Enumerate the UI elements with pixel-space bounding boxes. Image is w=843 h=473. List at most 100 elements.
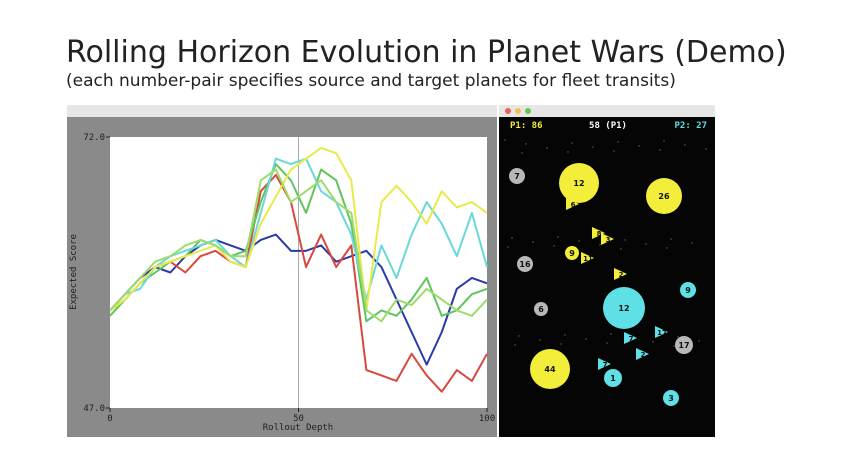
slide-subtitle: (each number-pair specifies source and t… <box>66 71 676 91</box>
star <box>567 151 569 153</box>
close-button[interactable] <box>505 108 511 114</box>
star <box>666 247 668 249</box>
planet <box>663 390 679 406</box>
fleet-label: 11 <box>583 255 593 263</box>
planet <box>534 302 548 316</box>
star <box>557 236 559 238</box>
star <box>514 344 516 346</box>
fleet-label: 3 <box>606 236 611 244</box>
planet-label: 12 <box>573 179 584 188</box>
star <box>645 243 647 245</box>
star <box>585 338 587 340</box>
fleet <box>598 358 611 370</box>
planet-label: 9 <box>685 286 691 295</box>
star <box>624 239 626 241</box>
star <box>652 341 654 343</box>
minimize-button[interactable] <box>515 108 521 114</box>
planet-label: 7 <box>514 172 520 181</box>
star <box>553 245 555 247</box>
star <box>518 335 520 337</box>
star <box>613 150 615 152</box>
star <box>599 244 601 246</box>
window-titlebar <box>499 105 715 117</box>
fleet <box>566 198 579 210</box>
game-window <box>499 105 715 437</box>
star <box>698 340 700 342</box>
planet <box>675 336 693 354</box>
star <box>610 333 612 335</box>
star <box>539 339 541 341</box>
star <box>638 145 640 147</box>
star <box>560 343 562 345</box>
x-tick-label: 0 <box>107 414 112 424</box>
star <box>670 238 672 240</box>
star <box>525 143 527 145</box>
fleet <box>581 252 594 264</box>
planet <box>604 369 622 387</box>
window-titlebar <box>67 105 497 117</box>
planet-label: 26 <box>658 192 670 201</box>
star <box>663 140 665 142</box>
star <box>546 147 548 149</box>
planet-label: 1 <box>610 374 616 383</box>
x-tick-label: 100 <box>479 414 495 424</box>
series-line <box>109 233 488 366</box>
planet <box>680 282 696 298</box>
series-line <box>109 146 488 312</box>
star <box>532 241 534 243</box>
star <box>578 240 580 242</box>
star <box>659 149 661 151</box>
star <box>507 246 509 248</box>
fleet-label: 17 <box>657 329 667 337</box>
star <box>564 334 566 336</box>
planet-label: 16 <box>519 260 531 269</box>
star <box>677 336 679 338</box>
x-tick-label: 50 <box>293 414 304 424</box>
planet <box>565 246 579 260</box>
slide-title: Rolling Horizon Evolution in Planet Wars… <box>66 35 787 70</box>
star <box>673 345 675 347</box>
star <box>691 242 693 244</box>
star <box>705 148 707 150</box>
fleet-label: 2 <box>619 271 624 279</box>
fleet <box>624 332 637 344</box>
planet <box>603 287 645 329</box>
fleet <box>592 227 605 239</box>
star <box>521 152 523 154</box>
fleet-label: 2 <box>641 351 646 359</box>
fleet <box>636 348 649 360</box>
planet-label: 3 <box>668 394 674 403</box>
x-axis-label: Rollout Depth <box>263 423 333 433</box>
star <box>511 237 513 239</box>
planet-label: 12 <box>618 304 629 313</box>
fleet <box>655 326 668 338</box>
star <box>684 144 686 146</box>
planet-label: 6 <box>538 305 544 314</box>
series-line <box>109 168 488 323</box>
zoom-button[interactable] <box>525 108 531 114</box>
fleet-label: 8 <box>597 230 602 238</box>
fleet <box>601 233 614 245</box>
turn: 58 (P1) <box>589 121 627 131</box>
y-tick-label: 47.0 <box>83 404 105 414</box>
p1-score: P1: 86 <box>510 121 543 131</box>
star <box>606 342 608 344</box>
star <box>617 141 619 143</box>
y-axis-label: Expected Score <box>69 234 79 310</box>
planet-label: 9 <box>569 249 575 258</box>
series-line <box>109 173 488 393</box>
planet-label: 44 <box>544 365 556 374</box>
planet-label: 17 <box>678 341 689 350</box>
planet <box>530 349 570 389</box>
star <box>620 248 622 250</box>
star <box>592 146 594 148</box>
p2-score: P2: 27 <box>674 121 707 131</box>
planet <box>559 163 599 203</box>
star <box>571 142 573 144</box>
fleet-label: 6 <box>571 201 576 209</box>
fleet <box>614 268 627 280</box>
y-tick-label: 72.0 <box>83 133 105 143</box>
fleet-label: 7 <box>603 361 608 369</box>
planet <box>517 256 533 272</box>
